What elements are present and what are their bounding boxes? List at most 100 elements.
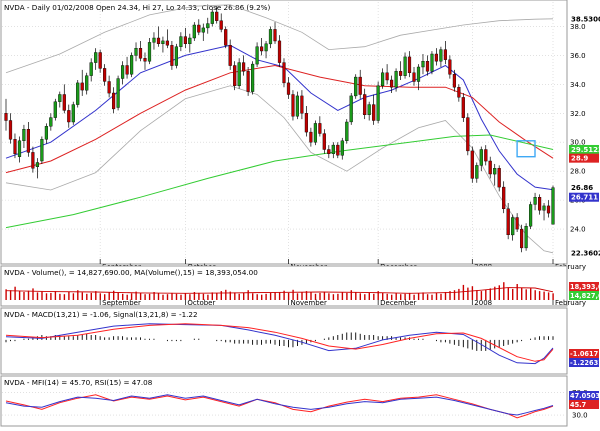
candle-body [399, 71, 403, 76]
volume-bar [216, 293, 218, 300]
candle-body [165, 40, 169, 46]
volume-bar [538, 291, 541, 300]
candle-body [515, 217, 519, 230]
volume-bar [503, 282, 505, 300]
volume-bar [144, 294, 146, 300]
price-value-label: 26.86 [571, 184, 593, 192]
price-tick-label: 24.0 [570, 226, 586, 234]
volume-bar [184, 293, 187, 300]
candle-body [533, 196, 537, 205]
volume-bar [301, 292, 303, 300]
volume-bar [99, 293, 101, 300]
candle-body [94, 52, 98, 63]
volume-bar [440, 293, 442, 300]
candle-body [134, 48, 138, 56]
candle-body [255, 46, 259, 65]
candle-body [282, 62, 286, 84]
candle-body [40, 139, 44, 162]
volume-bar [18, 291, 21, 300]
candle-body [250, 63, 255, 92]
candle-body [479, 149, 483, 166]
volume-bar [494, 286, 496, 300]
volume-bar [355, 292, 357, 300]
candle-body [237, 62, 241, 86]
price-value-label: 28.9 [571, 155, 588, 163]
volume-bar [346, 292, 348, 300]
candle-body [443, 49, 447, 60]
volume-value-labels: 18,393,014,827,6 [569, 282, 600, 300]
candle-body [264, 43, 268, 52]
volume-bar [341, 292, 344, 300]
candle-body [4, 113, 8, 121]
candle-body [551, 187, 555, 225]
candle-body [502, 186, 506, 210]
volume-bar [54, 291, 57, 300]
candle-body [385, 72, 389, 81]
candle-body [493, 168, 497, 175]
candle-body [107, 81, 111, 94]
volume-bar [319, 292, 321, 300]
volume-value-tag [569, 282, 599, 291]
volume-bar [90, 292, 92, 300]
candle-body [407, 56, 412, 74]
candle-body [273, 29, 277, 42]
candle-body [152, 37, 156, 43]
sma-green-line [5, 134, 554, 229]
candle-body [120, 65, 125, 79]
volume-bar [377, 291, 379, 300]
volume-bar [220, 291, 222, 300]
volume-bar [426, 294, 429, 300]
candle-body [349, 95, 353, 123]
candle-body [322, 133, 326, 150]
volume-bar [171, 292, 173, 300]
volume-bar [287, 292, 290, 300]
price-tick-label: 36.0 [570, 52, 586, 60]
volume-bar [27, 290, 30, 300]
candle-body [434, 53, 438, 62]
highlight-box [516, 140, 536, 158]
candle-body [26, 128, 30, 153]
candle-body [538, 196, 542, 211]
candle-body [138, 48, 143, 59]
candle-body [421, 61, 425, 68]
band-upper-line [5, 4, 554, 74]
volume-bar [489, 288, 491, 300]
volume-bar [108, 292, 110, 300]
price-tick-label: 30.0 [570, 139, 586, 147]
volume-bar [507, 287, 509, 300]
candle-body [466, 117, 470, 152]
candle-body [439, 49, 443, 62]
candle-body [125, 65, 129, 75]
candle-body [376, 85, 380, 121]
volume-bar [59, 293, 61, 300]
volume-bar [337, 293, 339, 300]
volume-value-tag [569, 291, 599, 300]
price-value-tag [569, 144, 599, 154]
volume-bar [435, 292, 438, 300]
candles [4, 6, 555, 253]
candle-body [174, 46, 178, 66]
volume-value-label: 18,393,0 [570, 283, 600, 291]
volume-bar [36, 292, 39, 300]
volume-bar [413, 294, 415, 300]
volume-bar [14, 286, 16, 300]
candle-body [143, 58, 147, 62]
candle-body [67, 110, 71, 123]
candle-body [381, 72, 385, 87]
candle-body [331, 144, 335, 155]
volume-bar [283, 290, 285, 300]
volume-bar [153, 292, 155, 300]
candle-body [170, 45, 174, 66]
volume-bar [400, 294, 402, 300]
volume-bar [50, 292, 52, 300]
candle-body [452, 73, 456, 88]
mfi-rsi-value-label: 45.7 [570, 401, 587, 409]
volume-bar [162, 294, 164, 300]
macd-value-tag [569, 349, 599, 358]
candle-body [277, 40, 282, 63]
mfi-rsi-value-label: 47.0503 [570, 392, 600, 400]
candle-body [188, 37, 192, 45]
candle-body [58, 94, 62, 102]
volume-bar [225, 289, 227, 300]
